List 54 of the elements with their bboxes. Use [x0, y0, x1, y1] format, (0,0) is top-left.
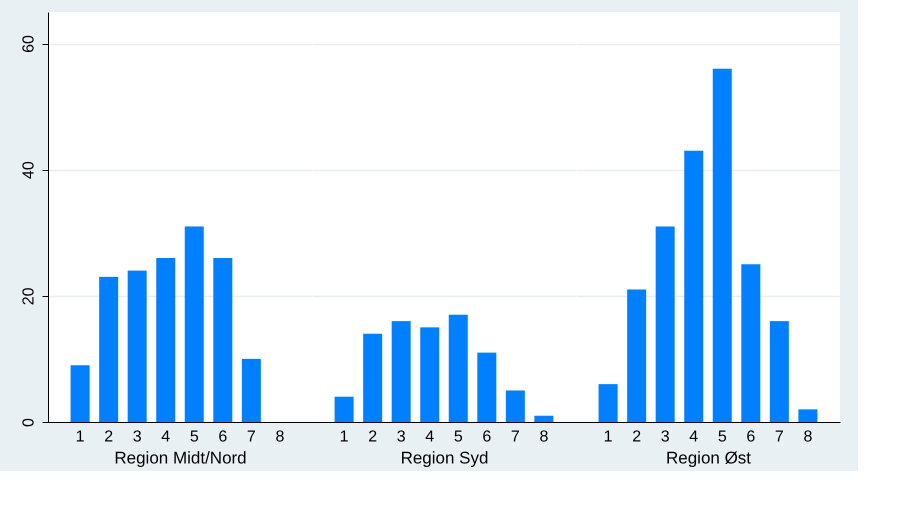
bar	[656, 226, 675, 422]
x-tick-label: 1	[76, 428, 85, 446]
y-tick-label: 60	[20, 35, 38, 53]
x-tick-label: 5	[190, 428, 199, 446]
x-tick-label: 6	[746, 428, 756, 446]
bar	[534, 416, 554, 422]
y-tick-label: 40	[20, 161, 38, 180]
y-tick-label: 0	[20, 418, 38, 427]
bar	[712, 68, 732, 422]
bar	[128, 270, 147, 422]
bar	[627, 290, 646, 422]
x-tick-label: 3	[660, 428, 670, 446]
x-tick-label: 2	[632, 428, 642, 446]
bar	[213, 258, 232, 422]
bar	[70, 365, 90, 422]
bar	[242, 358, 261, 422]
bar	[798, 409, 818, 422]
x-tick-label: 7	[774, 428, 784, 446]
bar	[156, 258, 176, 422]
bar	[741, 264, 760, 422]
x-tick-label: 6	[482, 428, 492, 446]
bar	[684, 150, 704, 422]
x-tick-label: 1	[604, 428, 613, 446]
x-tick-label: 3	[396, 428, 406, 446]
bar	[448, 314, 468, 422]
x-tick-label: 5	[454, 428, 463, 446]
bar	[184, 226, 204, 422]
bar	[334, 396, 354, 422]
bar	[99, 276, 118, 422]
bar	[363, 334, 382, 422]
y-tick-label: 20	[20, 287, 38, 306]
x-axis-title: Region Øst	[666, 448, 752, 468]
x-tick-label: 3	[132, 428, 142, 446]
x-tick-label: 2	[368, 428, 378, 446]
x-axis-title: Region Syd	[400, 448, 488, 468]
x-tick-label: 4	[161, 428, 170, 446]
x-tick-label: 7	[510, 428, 520, 446]
x-tick-label: 4	[425, 428, 434, 446]
x-axis-title: Region Midt/Nord	[114, 448, 247, 468]
x-tick-label: 1	[340, 428, 349, 446]
bar	[598, 384, 618, 422]
bar	[506, 390, 525, 422]
x-tick-label: 4	[689, 428, 698, 446]
x-tick-label: 8	[539, 428, 548, 446]
x-tick-label: 6	[218, 428, 228, 446]
x-tick-label: 7	[246, 428, 256, 446]
x-tick-label: 8	[275, 428, 284, 446]
bar	[770, 321, 789, 422]
x-tick-label: 2	[104, 428, 114, 446]
bar	[392, 321, 411, 422]
bar	[477, 352, 496, 422]
x-tick-label: 8	[803, 428, 812, 446]
x-tick-label: 5	[718, 428, 727, 446]
bar	[420, 327, 440, 422]
